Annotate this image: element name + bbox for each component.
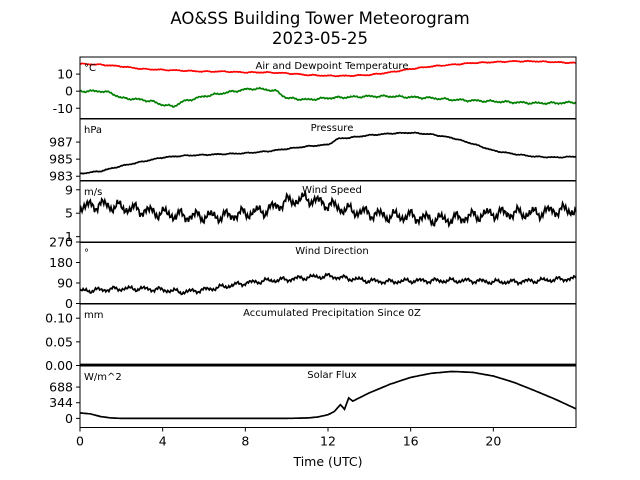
y-tick-label: 983: [49, 169, 73, 184]
series-line-2: [79, 86, 577, 108]
y-tick-label: 0: [65, 411, 73, 426]
y-tick-label: 987: [49, 135, 73, 150]
y-tick-label: 270: [49, 235, 73, 250]
y-tick-label: 985: [49, 152, 73, 167]
panel-3: 1 5 9 m/s Wind Speed: [65, 180, 577, 244]
y-tick-label: 5: [65, 206, 73, 221]
series-line-1: [79, 189, 577, 229]
panel-title: Wind Direction: [295, 246, 369, 257]
panel-4: 0 90 180 270 ° Wind Direction: [49, 235, 577, 311]
panel-5: 0.00 0.05 0.10 mm Accumulated Precipitation …: [45, 303, 577, 373]
unit-label: m/s: [84, 187, 102, 198]
y-tick-label: 0: [65, 296, 73, 311]
panel-title: Solar Flux: [307, 370, 357, 381]
series-line-1: [79, 272, 577, 296]
y-tick-label: 0.05: [45, 334, 73, 349]
series-line-1: [79, 131, 577, 175]
y-tick-label: 0: [65, 84, 73, 99]
x-axis-label: Time (UTC): [292, 454, 362, 469]
unit-label: mm: [84, 310, 103, 321]
panel-title: Wind Speed: [302, 185, 362, 196]
y-tick-label: 180: [49, 255, 73, 270]
figure-title: AO&SS Building Tower Meteorogram: [170, 9, 469, 28]
y-tick-label: 0.10: [45, 311, 73, 326]
y-tick-label: 90: [57, 276, 73, 291]
series-line-1: [79, 370, 577, 420]
x-axis: 0 4 8 12 16 20: [76, 427, 501, 449]
unit-label: °C: [84, 63, 96, 74]
unit-label: W/m^2: [84, 372, 122, 383]
unit-label: hPa: [84, 125, 102, 136]
y-tick-label: 9: [65, 182, 73, 197]
panel-2: 983 985 987 hPa Pressure: [49, 118, 577, 184]
y-tick-label: 1: [65, 229, 73, 244]
y-tick-label: 344: [49, 395, 73, 410]
y-tick-label: -10: [53, 101, 73, 116]
x-tick-label: 0: [76, 434, 84, 449]
series-line-1: [79, 59, 577, 78]
y-tick-label: 688: [49, 380, 73, 395]
panel-1: -10 0 10 °C Air and Dewpoint Temperature: [53, 56, 577, 119]
x-tick-label: 8: [241, 434, 249, 449]
x-tick-label: 4: [159, 434, 167, 449]
panel-title: Pressure: [311, 123, 354, 134]
x-tick-label: 12: [320, 434, 336, 449]
y-tick-label: 0.00: [45, 358, 73, 373]
figure-date: 2023-05-25: [272, 29, 368, 48]
y-tick-label: 10: [57, 67, 73, 82]
x-tick-label: 16: [403, 434, 419, 449]
panel-title: Accumulated Precipitation Since 0Z: [243, 308, 421, 319]
x-tick-label: 20: [485, 434, 501, 449]
unit-label: °: [84, 248, 89, 259]
panel-title: Air and Dewpoint Temperature: [256, 61, 409, 72]
